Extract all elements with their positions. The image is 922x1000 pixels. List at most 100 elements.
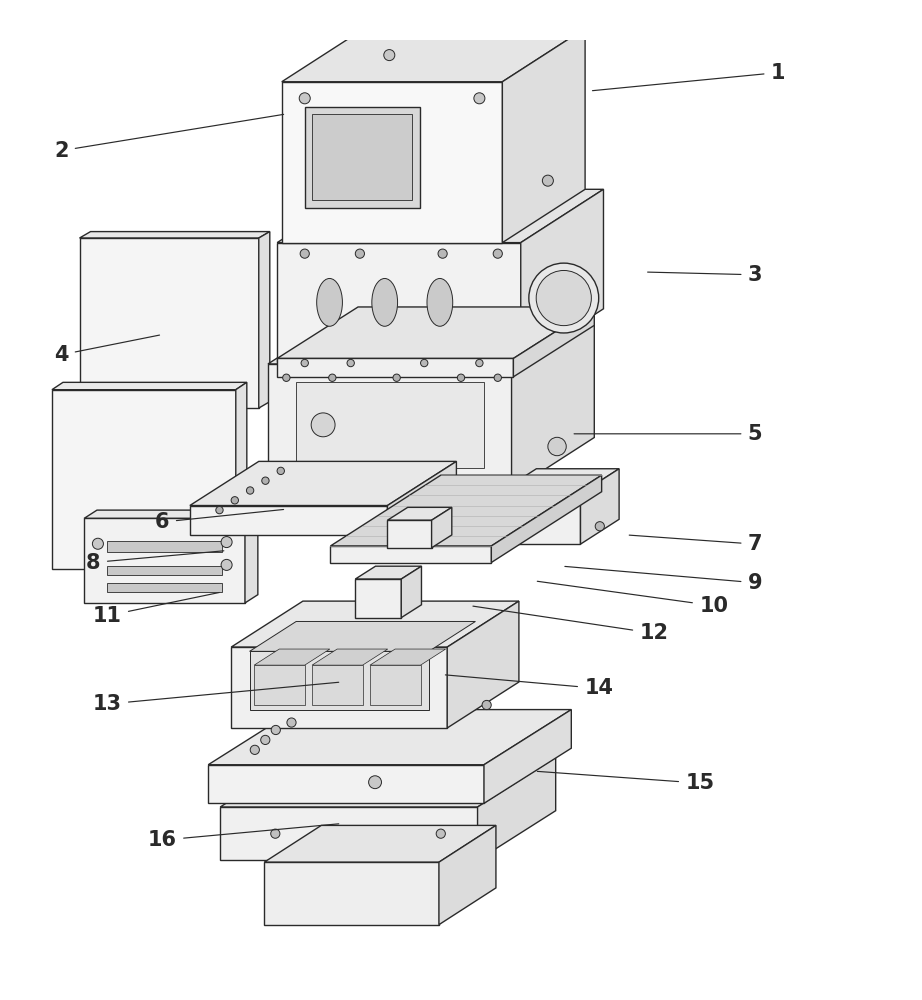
Circle shape xyxy=(250,745,259,754)
Polygon shape xyxy=(498,469,619,494)
Polygon shape xyxy=(231,647,447,728)
Polygon shape xyxy=(84,518,245,603)
Polygon shape xyxy=(305,107,420,208)
Polygon shape xyxy=(355,566,421,579)
Circle shape xyxy=(92,538,103,549)
Polygon shape xyxy=(265,862,439,925)
Polygon shape xyxy=(278,358,514,377)
Text: 4: 4 xyxy=(53,335,160,365)
Polygon shape xyxy=(370,665,420,705)
Circle shape xyxy=(537,270,591,326)
Text: 3: 3 xyxy=(647,265,762,285)
Polygon shape xyxy=(208,710,572,765)
Polygon shape xyxy=(268,311,595,364)
Circle shape xyxy=(384,50,395,61)
Polygon shape xyxy=(439,825,496,925)
Ellipse shape xyxy=(372,278,397,326)
Circle shape xyxy=(493,249,502,258)
Polygon shape xyxy=(296,382,484,468)
Circle shape xyxy=(436,829,445,838)
Polygon shape xyxy=(250,621,476,651)
Circle shape xyxy=(311,413,335,437)
Polygon shape xyxy=(278,243,521,362)
Text: 14: 14 xyxy=(445,675,613,698)
Text: 7: 7 xyxy=(629,534,762,554)
Polygon shape xyxy=(312,665,362,705)
Circle shape xyxy=(457,374,465,381)
Polygon shape xyxy=(278,307,595,358)
Text: 1: 1 xyxy=(593,63,786,91)
Polygon shape xyxy=(220,807,478,860)
Polygon shape xyxy=(107,583,222,592)
Text: 5: 5 xyxy=(574,424,762,444)
Polygon shape xyxy=(254,649,330,665)
Circle shape xyxy=(246,487,254,494)
Polygon shape xyxy=(107,541,222,552)
Polygon shape xyxy=(250,651,429,710)
Text: 2: 2 xyxy=(53,114,284,161)
Circle shape xyxy=(278,467,284,475)
Polygon shape xyxy=(245,510,258,603)
Polygon shape xyxy=(278,189,604,243)
Text: 10: 10 xyxy=(538,581,728,616)
Polygon shape xyxy=(268,364,512,491)
Polygon shape xyxy=(512,311,595,491)
Circle shape xyxy=(262,477,269,484)
Polygon shape xyxy=(330,475,602,546)
Polygon shape xyxy=(254,665,305,705)
Ellipse shape xyxy=(427,278,453,326)
Polygon shape xyxy=(387,507,452,520)
Circle shape xyxy=(301,359,309,367)
Circle shape xyxy=(355,249,364,258)
Circle shape xyxy=(529,263,598,333)
Polygon shape xyxy=(491,475,602,563)
Polygon shape xyxy=(355,579,401,618)
Polygon shape xyxy=(484,710,572,803)
Polygon shape xyxy=(401,566,421,618)
Ellipse shape xyxy=(316,278,342,326)
Text: 13: 13 xyxy=(92,682,338,714)
Circle shape xyxy=(482,700,491,710)
Polygon shape xyxy=(79,232,270,238)
Circle shape xyxy=(221,537,232,548)
Polygon shape xyxy=(190,506,387,535)
Text: 9: 9 xyxy=(565,566,762,593)
Circle shape xyxy=(271,725,280,735)
Polygon shape xyxy=(387,520,431,548)
Polygon shape xyxy=(265,825,496,862)
Text: 8: 8 xyxy=(86,551,224,573)
Polygon shape xyxy=(431,507,452,548)
Circle shape xyxy=(596,522,605,531)
Circle shape xyxy=(474,93,485,104)
Polygon shape xyxy=(514,307,595,377)
Polygon shape xyxy=(282,28,585,82)
Circle shape xyxy=(548,437,566,456)
Polygon shape xyxy=(208,765,484,803)
Circle shape xyxy=(393,374,400,381)
Text: 11: 11 xyxy=(92,592,219,626)
Circle shape xyxy=(221,559,232,570)
Text: 15: 15 xyxy=(538,771,715,793)
Circle shape xyxy=(261,735,270,745)
Polygon shape xyxy=(521,189,604,362)
Polygon shape xyxy=(312,649,388,665)
Polygon shape xyxy=(220,757,556,807)
Text: 6: 6 xyxy=(155,509,284,532)
Text: 16: 16 xyxy=(148,824,338,850)
Polygon shape xyxy=(236,382,247,569)
Circle shape xyxy=(494,374,502,381)
Polygon shape xyxy=(107,566,222,575)
Polygon shape xyxy=(502,28,585,243)
Polygon shape xyxy=(79,238,259,408)
Circle shape xyxy=(216,506,223,514)
Polygon shape xyxy=(478,757,556,860)
Circle shape xyxy=(420,359,428,367)
Polygon shape xyxy=(52,382,247,390)
Circle shape xyxy=(231,497,239,504)
Circle shape xyxy=(438,249,447,258)
Circle shape xyxy=(328,374,336,381)
Polygon shape xyxy=(259,232,270,408)
Polygon shape xyxy=(190,461,456,506)
Polygon shape xyxy=(387,461,456,535)
Polygon shape xyxy=(330,546,491,563)
